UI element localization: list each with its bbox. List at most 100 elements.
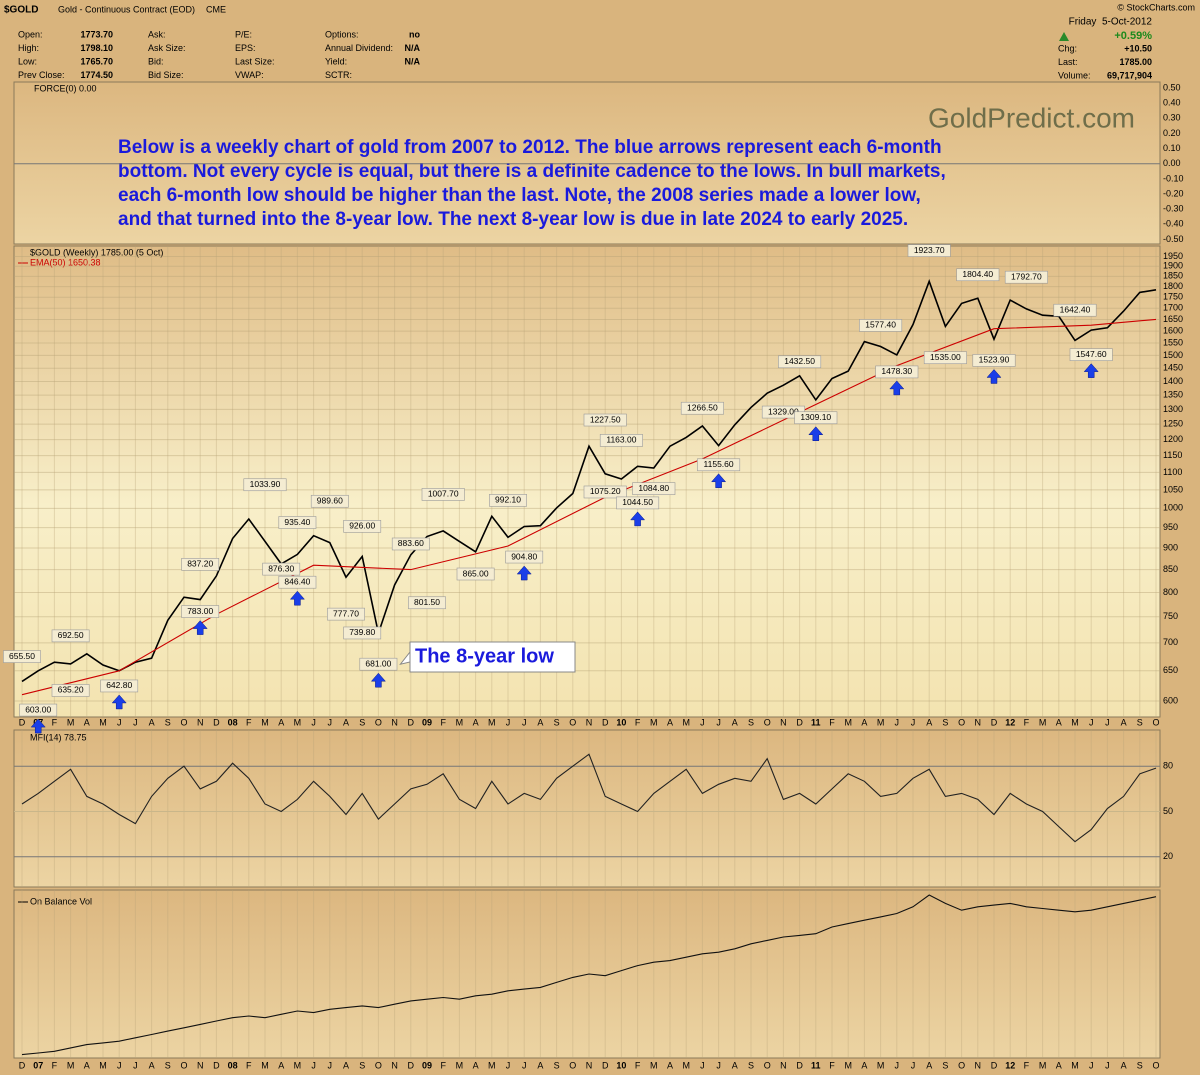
x-tick-label: S (165, 717, 171, 727)
data-label: 876.30 (268, 563, 294, 573)
x-tick-label: J (716, 1060, 721, 1070)
x-tick-label: M (456, 1060, 464, 1070)
data-label-box (583, 413, 627, 427)
x-tick-label: J (133, 717, 138, 727)
x-tick-label: D (796, 717, 803, 727)
y-tick-label: 1200 (1163, 434, 1183, 444)
x-tick-label: D (213, 717, 220, 727)
data-label: 801.50 (414, 597, 440, 607)
cycle-low-arrow (1083, 363, 1099, 378)
data-label-box (972, 354, 1016, 367)
data-label: 1329.00 (768, 406, 799, 416)
y-tick-label: 1900 (1163, 261, 1183, 271)
data-label-box (3, 650, 41, 663)
x-tick-label: M (877, 1060, 885, 1070)
x-tick-label: S (554, 717, 560, 727)
quote-value: 1785.00 (1119, 57, 1152, 67)
annotation: Below is a weekly chart of gold from 200… (118, 137, 942, 158)
x-tick-label: A (926, 717, 932, 727)
x-tick-label: J (1089, 1060, 1094, 1070)
data-label-box (181, 605, 220, 618)
data-label: 1547.60 (1076, 349, 1107, 359)
x-tick-label: D (408, 717, 415, 727)
x-tick-label: O (569, 1060, 576, 1070)
quote-value: N/A (405, 56, 421, 66)
x-tick-label: S (748, 717, 754, 727)
x-tick-label: F (440, 717, 446, 727)
data-label-box (859, 319, 903, 332)
cycle-low-arrow (516, 565, 532, 581)
data-label-box (243, 478, 287, 492)
x-tick-label: M (294, 717, 302, 727)
data-label: 1535.00 (930, 352, 961, 362)
data-label-box (181, 558, 220, 571)
callout-text: The 8-year low (415, 645, 554, 667)
x-tick-label: D (796, 1060, 803, 1070)
x-tick-label: A (278, 717, 284, 727)
quote-value: +10.50 (1124, 43, 1152, 53)
data-label: 603.00 (25, 704, 51, 714)
y-tick-label: 0.10 (1163, 143, 1181, 153)
x-tick-label: J (1089, 717, 1094, 727)
x-tick-label: M (261, 717, 269, 727)
y-tick-label: 0.30 (1163, 113, 1181, 123)
data-label: 989.60 (317, 496, 343, 506)
quote-label: Chg: (1058, 43, 1077, 53)
data-label: 642.80 (106, 680, 132, 690)
y-tick-label: -0.10 (1163, 173, 1184, 183)
data-label-box (907, 244, 951, 257)
x-tick-label: S (942, 1060, 948, 1070)
data-label-box (697, 458, 741, 472)
data-label-box (343, 520, 382, 533)
x-tick-label: S (554, 1060, 560, 1070)
x-tick-label: A (732, 1060, 738, 1070)
x-tick-label: J (700, 1060, 705, 1070)
cycle-low-arrow (711, 473, 727, 489)
price-legend: $GOLD (Weekly) 1785.00 (5 Oct) (30, 247, 163, 257)
callout-box (409, 641, 576, 673)
data-label: 1577.40 (865, 320, 896, 330)
x-tick-label: J (716, 717, 721, 727)
x-tick-label: M (1039, 717, 1047, 727)
x-tick-label: A (861, 1060, 867, 1070)
y-tick-label: 80 (1163, 761, 1173, 771)
x-tick-label: M (261, 1060, 269, 1070)
x-tick-label: S (942, 717, 948, 727)
cycle-low-arrow (111, 694, 127, 710)
y-tick-label: 1250 (1163, 419, 1183, 429)
data-label-box (100, 679, 139, 693)
x-tick-label: F (635, 717, 641, 727)
quote-label: Bid Size: (148, 70, 184, 80)
x-tick-label: J (311, 717, 316, 727)
change-pct: +0.59% (1114, 30, 1152, 42)
quote-label: Annual Dividend: (325, 43, 393, 53)
y-tick-label: 50 (1163, 806, 1173, 816)
source: © StockCharts.com (1117, 2, 1195, 12)
data-label: 1309.10 (800, 412, 831, 422)
x-tick-label: D (602, 717, 609, 727)
data-label: 739.80 (349, 627, 375, 637)
x-tick-label: J (506, 717, 511, 727)
x-tick-label: 09 (422, 1060, 432, 1070)
x-tick-label: A (473, 717, 479, 727)
series-line (21, 753, 1157, 843)
x-tick-label: N (197, 1060, 204, 1070)
quote-label: EPS: (235, 43, 256, 53)
quote-label: Last Size: (235, 56, 275, 66)
x-tick-label: F (246, 717, 252, 727)
x-tick-label: J (328, 1060, 333, 1070)
y-tick-label: 1400 (1163, 376, 1183, 386)
cycle-low-arrow (192, 620, 208, 635)
data-label-box (794, 411, 838, 425)
data-label-box (583, 485, 627, 499)
quote-label: Yield: (325, 56, 347, 66)
data-label-box (680, 401, 724, 415)
data-label-box (956, 268, 1000, 282)
quote-value: 1798.10 (80, 43, 113, 53)
mfi-label: MFI(14) 78.75 (30, 732, 87, 742)
x-tick-label: 11 (811, 1060, 821, 1070)
quote-label: Prev Close: (18, 70, 65, 80)
data-label-box (616, 496, 660, 510)
data-label: 1227.50 (590, 414, 621, 424)
x-tick-label: J (522, 1060, 527, 1070)
